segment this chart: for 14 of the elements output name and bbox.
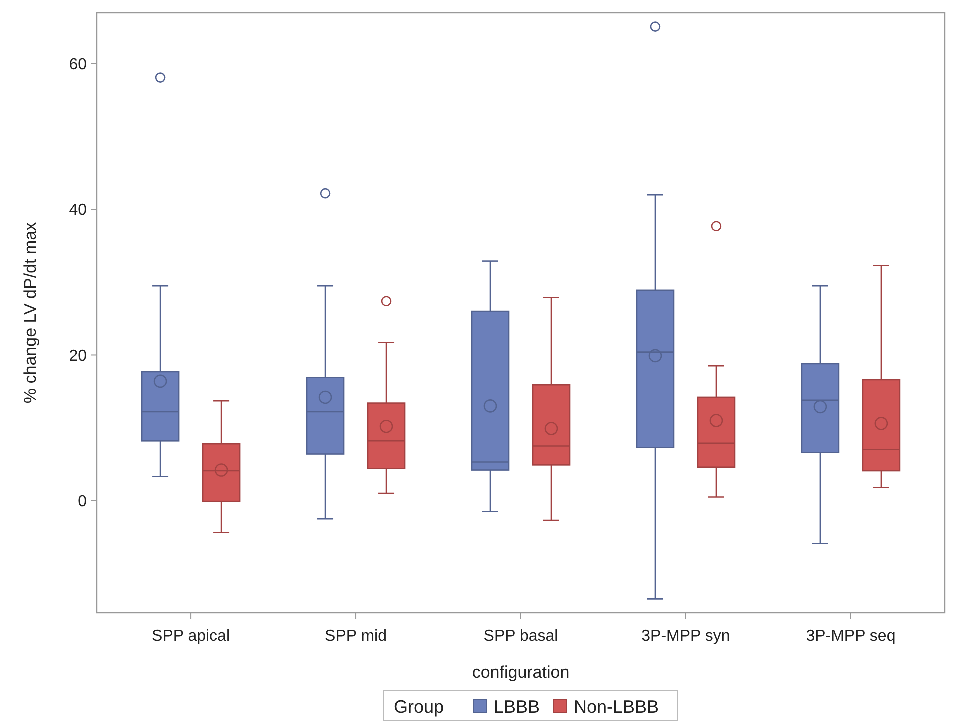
x-tick-label: SPP apical [152, 628, 230, 645]
legend-label: LBBB [494, 697, 540, 717]
y-tick-label: 60 [69, 56, 88, 74]
y-axis-title: % change LV dP/dt max [21, 222, 40, 404]
x-tick-label: 3P-MPP seq [806, 628, 896, 645]
x-tick-label: 3P-MPP syn [642, 628, 730, 645]
y-tick-label: 20 [69, 348, 88, 365]
y-tick-label: 40 [69, 202, 88, 220]
y-tick-label: 0 [78, 493, 88, 510]
legend-label: Non-LBBB [574, 697, 660, 717]
legend-title: Group [394, 697, 444, 717]
x-tick-label: SPP mid [325, 628, 387, 645]
x-axis-title: configuration [472, 663, 570, 682]
x-tick-label: SPP basal [484, 628, 558, 645]
